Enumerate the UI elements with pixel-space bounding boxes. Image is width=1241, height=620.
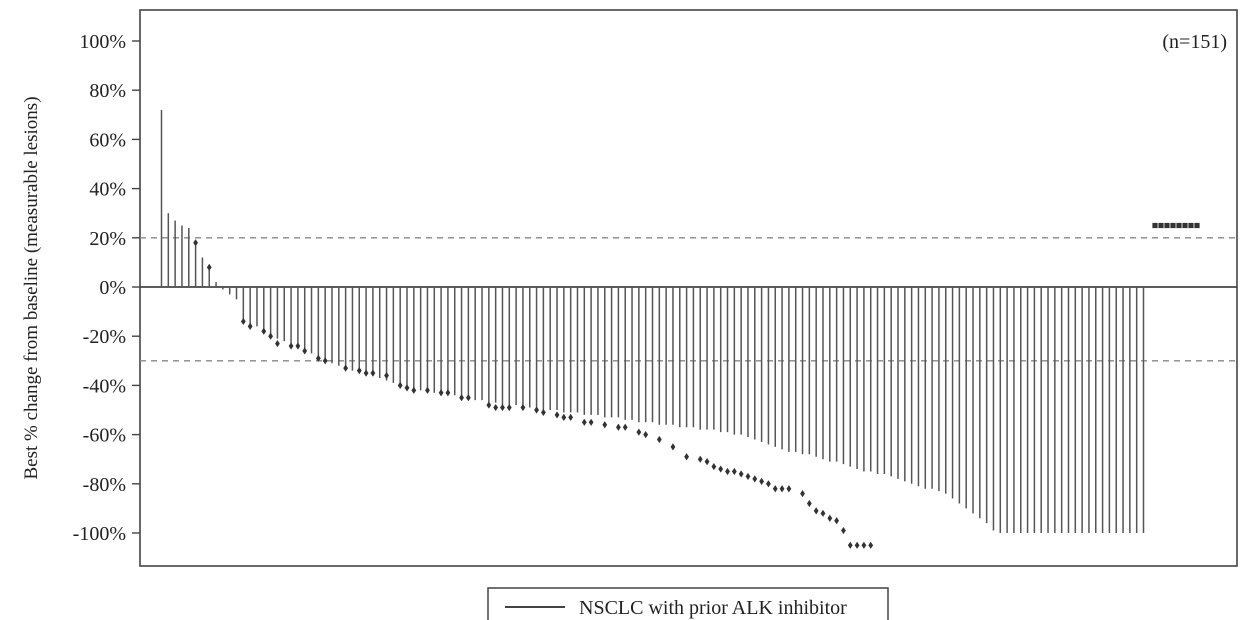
- patient-marker: [540, 408, 546, 417]
- patient-marker: [261, 327, 267, 335]
- y-tick-label: 60%: [89, 129, 126, 151]
- y-axis: 100% 80% 60% 40% 20% 0% -20% -40% -60% -80% -100%: [73, 31, 140, 545]
- patient-marker: [438, 389, 444, 397]
- no-measurement-marker: [1170, 222, 1176, 229]
- patient-marker: [322, 357, 328, 365]
- y-tick-label: 0%: [99, 277, 126, 299]
- patient-marker: [554, 411, 560, 419]
- y-tick-label: -80%: [83, 474, 126, 496]
- patient-marker: [745, 472, 751, 481]
- patient-marker: [397, 381, 403, 389]
- patient-marker: [711, 462, 717, 471]
- no-measurement-marker: [1194, 222, 1200, 229]
- patient-marker: [581, 418, 587, 426]
- patient-marker: [684, 453, 689, 461]
- patient-marker: [656, 435, 662, 444]
- patient-marker: [827, 514, 833, 522]
- patient-marker: [772, 485, 778, 493]
- patient-marker: [295, 342, 301, 350]
- y-tick-label: -100%: [73, 523, 126, 545]
- y-tick-label: -20%: [83, 326, 126, 348]
- patient-marker: [445, 389, 451, 397]
- patient-marker: [302, 347, 308, 355]
- patient-marker: [718, 465, 724, 473]
- legend: NSCLC with prior ALK inhibitor: [487, 587, 889, 620]
- patient-marker: [275, 339, 280, 348]
- y-tick-label: -40%: [83, 375, 126, 397]
- patient-marker: [800, 490, 805, 498]
- patient-marker: [738, 470, 744, 478]
- patient-marker: [486, 401, 492, 409]
- patient-marker: [841, 526, 846, 535]
- patient-marker: [813, 507, 819, 515]
- y-tick-label: 100%: [79, 31, 126, 53]
- patient-marker: [465, 394, 471, 402]
- patient-marker: [779, 485, 785, 493]
- patient-marker: [493, 403, 499, 412]
- patient-marker: [588, 418, 594, 426]
- plot-frame: [139, 9, 1238, 567]
- legend-label: NSCLC with prior ALK inhibitor: [579, 597, 847, 619]
- patient-marker: [704, 458, 710, 466]
- y-tick-label: 40%: [89, 179, 126, 201]
- patient-marker: [404, 384, 410, 392]
- patient-marker: [670, 443, 676, 451]
- no-measurement-marker: [1182, 222, 1188, 229]
- sample-size-annotation: (n=151): [1162, 31, 1227, 53]
- patient-marker: [636, 428, 642, 436]
- patient-marker: [193, 239, 198, 247]
- patient-marker: [425, 386, 430, 394]
- no-measurement-marker: [1158, 222, 1164, 229]
- patient-marker: [725, 467, 730, 476]
- patient-marker: [806, 499, 812, 508]
- patient-marker: [616, 423, 621, 431]
- legend-box: [487, 587, 889, 620]
- patient-marker: [868, 541, 874, 549]
- patient-marker: [459, 394, 464, 402]
- patient-marker: [411, 386, 417, 394]
- patient-marker: [568, 413, 574, 421]
- patient-marker: [500, 403, 505, 412]
- patient-marker: [288, 342, 294, 350]
- no-measurement-marker: [1176, 222, 1182, 229]
- patient-marker: [643, 431, 649, 439]
- y-tick-label: 20%: [89, 228, 126, 250]
- patient-marker: [697, 455, 703, 463]
- patient-marker: [268, 332, 274, 340]
- patient-marker: [363, 369, 369, 377]
- plot-area: [139, 9, 1238, 567]
- patient-marker: [561, 413, 567, 421]
- patient-marker: [622, 423, 628, 431]
- patient-marker: [534, 406, 539, 414]
- patient-marker: [343, 364, 349, 372]
- patient-marker: [766, 480, 771, 488]
- patient-marker: [315, 354, 321, 362]
- patient-marker: [759, 477, 765, 485]
- patient-marker: [506, 403, 512, 412]
- no-measurement-marker: [1188, 222, 1194, 229]
- patient-marker: [520, 403, 526, 412]
- patient-marker: [247, 322, 253, 330]
- patient-marker: [854, 541, 860, 549]
- patient-marker: [356, 367, 362, 375]
- patient-marker: [731, 467, 737, 476]
- y-tick-label: 80%: [89, 80, 126, 102]
- patient-marker: [820, 509, 826, 517]
- patient-marker: [602, 421, 608, 429]
- patient-marker: [786, 485, 792, 493]
- patient-marker: [206, 263, 212, 271]
- patient-marker: [847, 541, 853, 549]
- patient-marker: [861, 541, 867, 549]
- no-measurement-marker: [1164, 222, 1170, 229]
- patient-marker: [370, 369, 376, 377]
- patient-marker: [240, 317, 246, 326]
- patient-marker: [384, 371, 389, 380]
- y-tick-label: -60%: [83, 425, 126, 447]
- y-axis-title: Best % change from baseline (measurable …: [21, 96, 42, 479]
- patient-marker: [752, 475, 758, 483]
- no-measurement-marker: [1152, 222, 1158, 229]
- patient-marker: [834, 517, 840, 525]
